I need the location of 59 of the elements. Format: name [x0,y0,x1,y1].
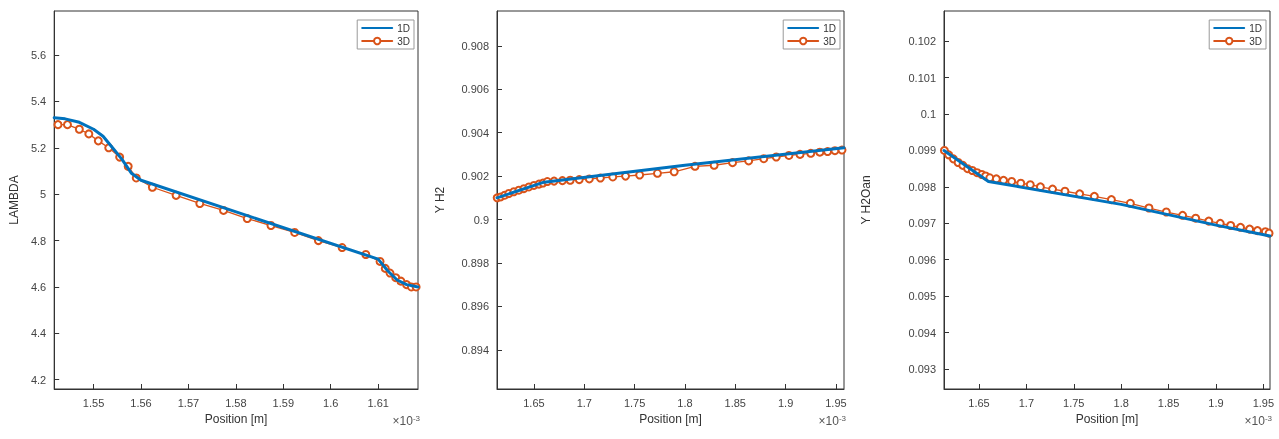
y-tick-label: 0.102 [908,35,936,48]
x-tick-label: 1.7 [1018,396,1035,409]
x-tick-label: 1.85 [1157,396,1180,409]
x-tick-label: 1.85 [724,396,746,409]
x-tick-label: 1.95 [825,396,847,409]
legend-label: 1D [823,22,837,34]
x-tick-label: 1.56 [130,396,152,409]
y-tick-label: 4.2 [30,373,47,386]
y-tick-label: 4.8 [30,234,47,247]
y-tick-label: 0.095 [908,290,936,303]
y-tick-label: 0.099 [908,144,936,157]
x-tick-label: 1.61 [367,396,389,409]
y-tick-label: 0.894 [461,343,489,356]
y-tick-label: 0.096 [908,253,936,266]
y-tick-label: 0.898 [461,257,489,269]
x-tick-label: 1.75 [1063,396,1085,409]
y-tick-label: 5.2 [30,141,47,154]
y-tick-label: 0.908 [461,39,489,52]
y-axis-title: LAMBDA [7,175,21,225]
x-tick-label: 1.9 [777,396,794,409]
x-tick-label: 1.8 [677,396,693,409]
y-tick-label: 5 [40,188,47,201]
x-axis-title: Position [m] [639,412,702,426]
legend-label: 3D [1249,35,1263,47]
x-tick-label: 1.57 [177,396,200,409]
y-tick-label: 0.9 [473,213,489,226]
x-tick-label: 1.8 [1113,396,1129,409]
y-axis-title: Y H2Oan [859,175,873,225]
y-tick-label: 0.902 [461,170,489,183]
y-tick-label: 4.4 [30,327,47,340]
x-tick-label: 1.58 [225,396,247,409]
x-tick-label: 1.75 [623,396,646,409]
legend-label: 1D [1249,22,1263,34]
x-tick-label: 1.9 [1208,396,1224,409]
x-axis-title: Position [m] [1075,412,1139,426]
y-tick-label: 0.093 [908,362,936,375]
y-tick-label: 5.4 [30,95,47,108]
y-tick-label: 0.101 [908,71,936,84]
y-tick-label: 0.1 [920,108,936,121]
legend-label: 1D [397,22,411,34]
x-axis-title: Position [m] [204,412,268,426]
x-tick-label: 1.65 [523,396,545,409]
y-tick-label: 5.6 [30,49,47,62]
y-tick-label: 0.098 [908,180,936,193]
x-tick-label: 1.59 [272,396,294,409]
y-tick-label: 4.6 [30,280,47,293]
y-tick-label: 0.906 [461,83,489,96]
y-tick-label: 0.097 [908,217,936,230]
y-tick-label: 0.904 [461,126,489,139]
legend-label: 3D [823,35,837,47]
legend-label: 3D [397,35,411,47]
x-tick-label: 1.6 [323,396,339,409]
y-tick-label: 0.896 [461,300,489,313]
x-tick-label: 1.95 [1252,396,1275,409]
x-tick-label: 1.7 [576,396,592,409]
x-tick-label: 1.65 [968,396,990,409]
y-axis-title: Y H2 [433,186,447,214]
x-tick-label: 1.55 [82,396,105,409]
y-tick-label: 0.094 [908,326,936,339]
